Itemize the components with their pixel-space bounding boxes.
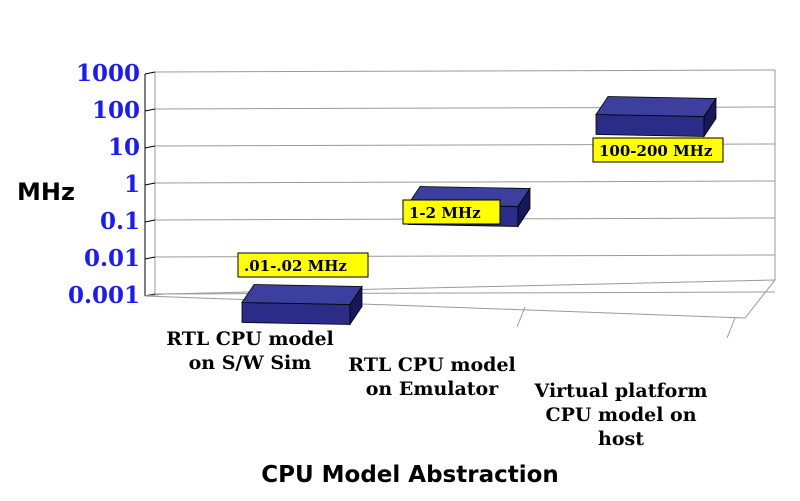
category-label: RTL CPU model xyxy=(348,354,516,376)
y-tick-label: 0.1 xyxy=(100,208,140,235)
bar-side xyxy=(703,97,717,138)
data-label: .01-.02 MHz xyxy=(244,257,347,275)
bar-top xyxy=(595,96,717,117)
y-axis-label: MHz xyxy=(17,178,75,206)
bar-front xyxy=(241,302,351,325)
data-label-box xyxy=(592,137,724,163)
y-tick-mark xyxy=(144,182,156,186)
grid-line xyxy=(154,69,776,73)
category-separator xyxy=(516,306,526,328)
data-label-box xyxy=(402,199,501,225)
y-tick-label: 0.01 xyxy=(84,245,140,272)
bar-front xyxy=(595,114,705,137)
data-label: 1-2 MHz xyxy=(409,204,481,222)
y-tick-mark xyxy=(144,145,156,149)
y-tick-label: 100 xyxy=(92,97,140,124)
y-tick-label: 1000 xyxy=(76,60,140,87)
y-tick-label: 0.001 xyxy=(68,282,140,309)
category-label: on S/W Sim xyxy=(189,352,312,374)
category-label: host xyxy=(598,428,644,450)
bar-top xyxy=(241,284,363,305)
y-tick-mark xyxy=(144,108,156,112)
grid-line xyxy=(154,180,776,184)
category-label: Virtual platform xyxy=(534,380,708,402)
y-tick-mark xyxy=(144,71,156,75)
bar-side xyxy=(517,187,531,228)
x-axis-label: CPU Model Abstraction xyxy=(261,462,559,488)
floor-outline xyxy=(144,279,777,319)
category-separator xyxy=(726,317,736,339)
y-tick-label: 1 xyxy=(124,171,140,198)
data-label-box xyxy=(237,252,369,278)
y-tick-labels: 0.001 0.01 0.1 1 10 100 1000 xyxy=(68,60,140,309)
y-tick-mark xyxy=(144,219,156,223)
data-label: 100-200 MHz xyxy=(599,142,713,160)
y-tick-mark xyxy=(144,256,156,260)
y-tick-label: 10 xyxy=(108,134,140,161)
category-label: CPU model on xyxy=(545,404,696,426)
bar-side xyxy=(349,285,363,326)
data-labels: .01-.02 MHz 1-2 MHz 100-200 MHz xyxy=(237,137,724,278)
category-label: RTL CPU model xyxy=(166,328,334,350)
category-label: on Emulator xyxy=(366,378,499,400)
